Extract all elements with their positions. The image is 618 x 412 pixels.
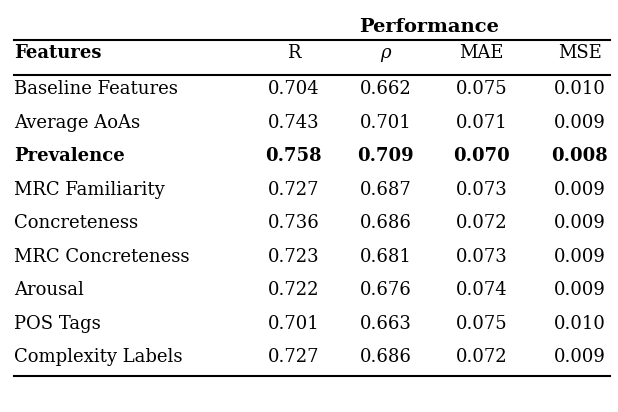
Text: Baseline Features: Baseline Features	[14, 80, 177, 98]
Text: 0.687: 0.687	[360, 180, 412, 199]
Text: Complexity Labels: Complexity Labels	[14, 349, 182, 366]
Text: 0.662: 0.662	[360, 80, 412, 98]
Text: 0.009: 0.009	[554, 114, 606, 131]
Text: ρ: ρ	[381, 44, 391, 62]
Text: 0.071: 0.071	[455, 114, 507, 131]
Text: 0.075: 0.075	[455, 80, 507, 98]
Text: 0.676: 0.676	[360, 281, 412, 299]
Text: 0.686: 0.686	[360, 349, 412, 366]
Text: 0.073: 0.073	[455, 180, 507, 199]
Text: MAE: MAE	[459, 44, 504, 62]
Text: 0.009: 0.009	[554, 248, 606, 266]
Text: 0.663: 0.663	[360, 315, 412, 333]
Text: 0.704: 0.704	[268, 80, 320, 98]
Text: Features: Features	[14, 44, 101, 62]
Text: 0.075: 0.075	[455, 315, 507, 333]
Text: Performance: Performance	[359, 18, 499, 36]
Text: Average AoAs: Average AoAs	[14, 114, 140, 131]
Text: Arousal: Arousal	[14, 281, 83, 299]
Text: MRC Concreteness: MRC Concreteness	[14, 248, 189, 266]
Text: 0.072: 0.072	[455, 349, 507, 366]
Text: Concreteness: Concreteness	[14, 214, 138, 232]
Text: 0.073: 0.073	[455, 248, 507, 266]
Text: 0.074: 0.074	[455, 281, 507, 299]
Text: 0.009: 0.009	[554, 180, 606, 199]
Text: 0.727: 0.727	[268, 180, 320, 199]
Text: POS Tags: POS Tags	[14, 315, 101, 333]
Text: MSE: MSE	[558, 44, 602, 62]
Text: Prevalence: Prevalence	[14, 147, 124, 165]
Text: 0.743: 0.743	[268, 114, 320, 131]
Text: 0.736: 0.736	[268, 214, 320, 232]
Text: 0.009: 0.009	[554, 349, 606, 366]
Text: 0.008: 0.008	[551, 147, 608, 165]
Text: 0.758: 0.758	[265, 147, 322, 165]
Text: 0.681: 0.681	[360, 248, 412, 266]
Text: 0.009: 0.009	[554, 281, 606, 299]
Text: 0.686: 0.686	[360, 214, 412, 232]
Text: 0.727: 0.727	[268, 349, 320, 366]
Text: MRC Familiarity: MRC Familiarity	[14, 180, 164, 199]
Text: 0.072: 0.072	[455, 214, 507, 232]
Text: R: R	[287, 44, 300, 62]
Text: 0.722: 0.722	[268, 281, 320, 299]
Text: 0.701: 0.701	[360, 114, 412, 131]
Text: 0.010: 0.010	[554, 315, 606, 333]
Text: 0.070: 0.070	[453, 147, 510, 165]
Text: 0.709: 0.709	[358, 147, 414, 165]
Text: 0.010: 0.010	[554, 80, 606, 98]
Text: 0.723: 0.723	[268, 248, 320, 266]
Text: 0.701: 0.701	[268, 315, 320, 333]
Text: 0.009: 0.009	[554, 214, 606, 232]
